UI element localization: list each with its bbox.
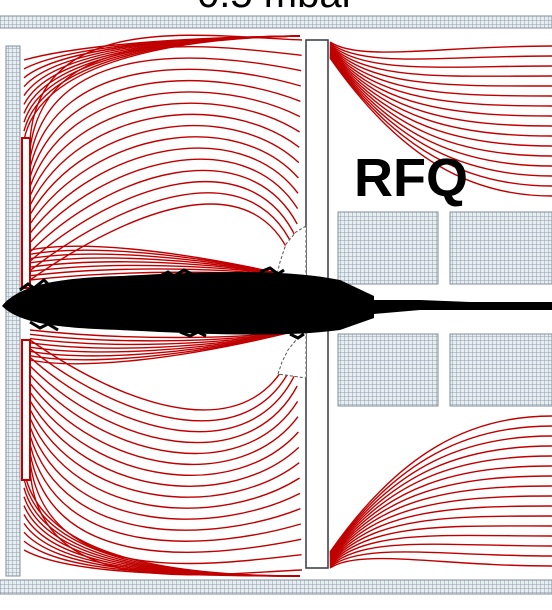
field-line xyxy=(29,417,300,509)
field-line xyxy=(29,181,298,262)
field-line xyxy=(329,435,552,555)
field-line xyxy=(29,57,302,159)
field-line xyxy=(329,465,552,558)
field-line xyxy=(329,475,552,559)
ion-beam xyxy=(2,266,552,340)
field-line xyxy=(29,136,299,225)
left-electrode-lower xyxy=(21,339,31,481)
plate-lower xyxy=(305,317,329,569)
field-line xyxy=(29,400,300,487)
field-line xyxy=(29,443,301,542)
field-line xyxy=(329,57,552,197)
field-line xyxy=(23,35,301,61)
field-line xyxy=(329,43,552,68)
field-line xyxy=(329,495,552,561)
field-line xyxy=(329,50,552,127)
field-line xyxy=(23,549,301,577)
field-line xyxy=(29,339,297,411)
field-line xyxy=(329,55,552,177)
rfq-rod-lower-right xyxy=(449,333,552,407)
field-line xyxy=(329,42,552,60)
field-line xyxy=(329,557,552,569)
field-line xyxy=(29,91,301,187)
field-line xyxy=(29,452,302,554)
plate-upper xyxy=(305,39,329,281)
field-line xyxy=(329,49,552,117)
field-line xyxy=(329,534,552,566)
field-line xyxy=(329,51,552,137)
field-line xyxy=(29,158,299,244)
field-line xyxy=(29,113,300,206)
field-line xyxy=(29,192,298,272)
field-line xyxy=(29,435,301,531)
skimmer-cone-lower xyxy=(277,328,307,379)
bottom-wall xyxy=(0,579,552,595)
rfq-rod-upper-left xyxy=(337,211,439,285)
field-line xyxy=(29,203,297,281)
field-line xyxy=(29,125,300,216)
field-line xyxy=(29,147,299,234)
field-lines xyxy=(23,34,552,577)
field-line xyxy=(329,543,552,567)
field-line xyxy=(29,68,301,169)
field-line xyxy=(329,485,552,560)
field-line xyxy=(29,356,298,433)
field-line xyxy=(23,35,301,96)
field-line xyxy=(329,455,552,557)
field-line xyxy=(329,56,552,187)
field-line xyxy=(29,348,298,422)
field-line xyxy=(29,409,300,498)
field-line xyxy=(329,515,552,564)
field-line xyxy=(329,44,552,77)
pressure-label: 0.5 mbar xyxy=(0,0,552,16)
field-line xyxy=(329,41,552,53)
field-line xyxy=(29,391,299,476)
rfq-label: RFQ xyxy=(354,148,468,208)
field-line xyxy=(29,80,301,178)
field-line xyxy=(329,46,552,97)
rfq-rod-upper-right xyxy=(449,211,552,285)
field-line xyxy=(29,426,301,520)
field-line xyxy=(23,478,301,577)
field-line xyxy=(29,374,299,455)
field-line xyxy=(29,169,298,253)
field-line xyxy=(329,425,552,554)
field-line xyxy=(329,47,552,107)
field-line xyxy=(329,551,552,568)
field-line xyxy=(329,53,552,157)
field-line xyxy=(329,505,552,563)
field-line xyxy=(29,365,298,444)
field-line xyxy=(29,382,299,466)
field-line xyxy=(329,54,552,167)
field-line xyxy=(329,45,552,87)
field-line xyxy=(329,445,552,556)
field-line xyxy=(29,102,300,197)
rfq-rod-lower-left xyxy=(337,333,439,407)
field-line xyxy=(329,415,552,553)
left-electrode-upper xyxy=(21,137,31,289)
top-wall xyxy=(0,15,552,29)
field-line xyxy=(23,35,301,88)
field-line xyxy=(329,525,552,565)
field-line xyxy=(329,52,552,147)
